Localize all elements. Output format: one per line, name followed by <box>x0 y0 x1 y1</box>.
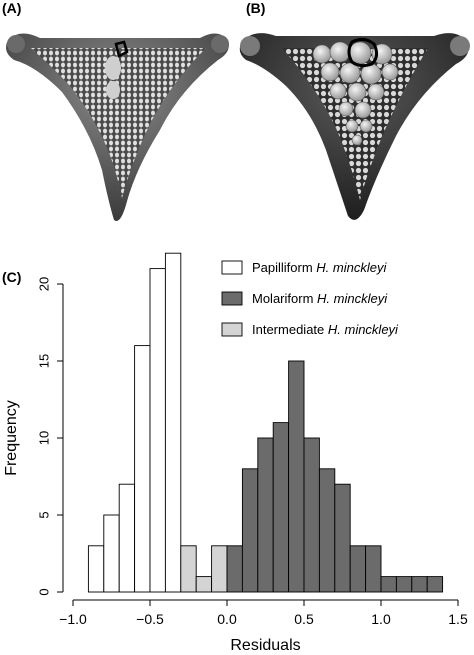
x-tick-label: −1.0 <box>59 611 87 627</box>
y-tick-label: 0 <box>37 588 52 595</box>
bar-papilliform-4 <box>149 268 166 593</box>
bar-molariform-6 <box>318 468 336 593</box>
x-tick-label: −0.5 <box>136 611 164 627</box>
papilliform-jaw-photo <box>6 33 229 221</box>
bar-molariform-12 <box>411 576 428 593</box>
y-tick-label: 5 <box>37 511 52 518</box>
bar-molariform-9 <box>365 545 382 593</box>
x-tick-label: 1.0 <box>371 611 391 627</box>
bar-papilliform-2 <box>118 483 136 593</box>
legend-swatch-2 <box>221 322 243 337</box>
x-tick-label: 1.5 <box>448 611 468 627</box>
x-axis-label: Residuals <box>230 637 300 654</box>
legend-label-2: Intermediate H. minckleyi <box>252 322 399 337</box>
bar-molariform-2 <box>257 437 274 593</box>
legend-swatch-1 <box>221 291 243 306</box>
bar-molariform-11 <box>395 576 413 593</box>
x-tick-label: 0.5 <box>294 611 314 627</box>
bar-molariform-8 <box>349 545 367 593</box>
x-tick-label: 0.0 <box>217 611 237 627</box>
y-tick-label: 20 <box>37 277 52 291</box>
bar-papilliform-5 <box>164 252 182 593</box>
histogram-legend: Papilliform H. minckleyi Molariform H. mi… <box>221 260 399 337</box>
bar-papilliform-3 <box>134 345 151 593</box>
bar-intermediate-1 <box>195 576 213 593</box>
bar-papilliform-1 <box>103 514 120 593</box>
bar-intermediate-2 <box>211 545 228 593</box>
bar-intermediate-0 <box>180 545 197 593</box>
y-axis-label: Frequency <box>3 400 20 476</box>
panel-label-c: (C) <box>2 269 22 285</box>
bar-molariform-10 <box>380 576 397 593</box>
legend-swatch-0 <box>221 260 243 275</box>
y-tick-label: 10 <box>37 431 52 445</box>
bar-molariform-4 <box>288 360 305 593</box>
histogram-axes: −1.0 −0.5 0.0 0.5 1.0 1.5 Residuals 0 5 10 15 20 Fre… <box>3 277 468 654</box>
panel-label-a: (A) <box>2 0 22 16</box>
panel-label-b: (B) <box>246 0 266 16</box>
bar-molariform-0 <box>226 545 243 593</box>
bar-molariform-13 <box>426 576 444 593</box>
bar-molariform-5 <box>303 437 320 593</box>
bar-molariform-1 <box>241 468 259 593</box>
legend-label-0: Papilliform H. minckleyi <box>252 260 387 275</box>
y-tick-label: 15 <box>37 354 52 368</box>
residuals-histogram: −1.0 −0.5 0.0 0.5 1.0 1.5 Residuals 0 5 10 15 20 Fre… <box>3 252 468 654</box>
bar-molariform-3 <box>272 422 290 593</box>
bar-molariform-7 <box>334 483 351 593</box>
molariform-jaw-photo <box>239 33 470 220</box>
bar-papilliform-0 <box>87 545 105 593</box>
histogram-bars <box>87 252 444 593</box>
legend-label-1: Molariform H. minckleyi <box>252 291 388 306</box>
